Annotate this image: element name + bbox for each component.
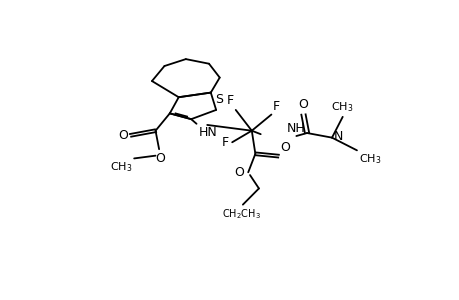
Text: O: O — [297, 98, 307, 111]
Text: O: O — [280, 141, 290, 154]
Text: NH: NH — [286, 122, 304, 135]
Text: O: O — [155, 152, 165, 165]
Text: N: N — [333, 130, 342, 143]
Text: O: O — [234, 166, 243, 179]
Text: F: F — [222, 136, 229, 149]
Text: S: S — [214, 93, 223, 106]
Text: HN: HN — [198, 126, 217, 139]
Text: CH$_2$CH$_3$: CH$_2$CH$_3$ — [221, 207, 260, 221]
Text: CH$_3$: CH$_3$ — [110, 160, 132, 174]
Text: F: F — [273, 100, 280, 113]
Text: O: O — [118, 129, 128, 142]
Text: CH$_3$: CH$_3$ — [358, 153, 381, 166]
Text: CH$_3$: CH$_3$ — [331, 100, 353, 114]
Text: F: F — [226, 94, 234, 107]
